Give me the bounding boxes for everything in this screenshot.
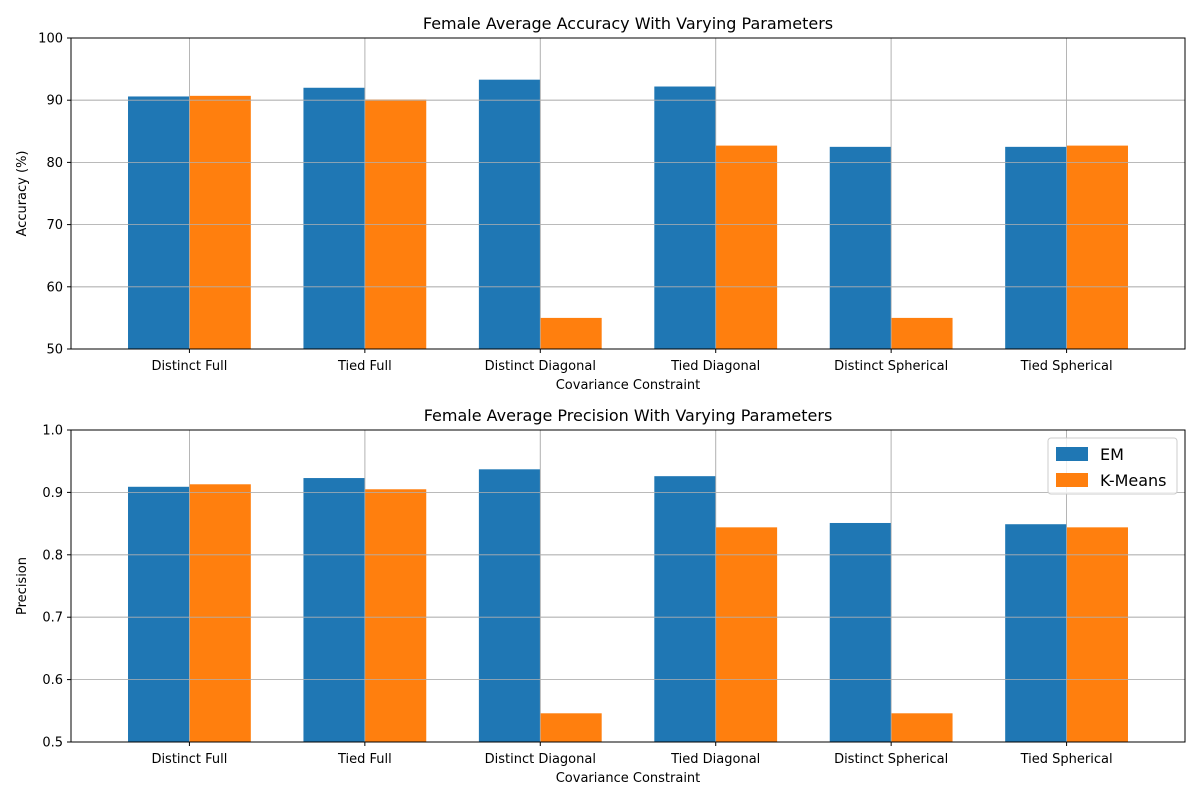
chart2-xtick-label: Distinct Spherical [834, 752, 948, 767]
chart2-xlabel: Covariance Constraint [556, 771, 701, 786]
chart2-legend-swatch [1056, 473, 1088, 487]
chart1-ylabel: Accuracy (%) [15, 151, 30, 237]
chart2-ytick-label: 1.0 [42, 424, 63, 439]
chart1-bar-em [829, 146, 892, 349]
chart2-ytick-label: 0.6 [42, 673, 63, 688]
chart1-bar-kmeans [540, 317, 602, 349]
chart2-xtick-label: Tied Spherical [1020, 752, 1113, 767]
chart1-xlabel: Covariance Constraint [556, 378, 701, 393]
chart1-bar-kmeans [1066, 145, 1128, 349]
chart1-bar-em [478, 79, 541, 349]
chart2-ytick-label: 0.5 [42, 736, 63, 751]
chart1-xtick-label: Tied Diagonal [670, 359, 760, 374]
chart2-axes-frame [70, 429, 1186, 743]
chart1-xtick-label: Distinct Diagonal [485, 359, 596, 374]
chart1-ytick-label: 90 [46, 94, 63, 109]
chart2-bar-em [303, 478, 365, 742]
chart1-axes-frame [70, 37, 1186, 350]
chart2-bar-em [478, 469, 541, 742]
chart1-bar-kmeans [189, 95, 251, 349]
chart1-ytick-label: 70 [46, 218, 63, 233]
chart1-bar-em [654, 86, 716, 350]
chart2-ytick-label: 0.8 [42, 548, 63, 563]
chart1-bar-kmeans [891, 317, 953, 349]
chart1-bar-em [1005, 146, 1067, 349]
chart1-xtick-label: Tied Full [337, 359, 392, 374]
chart2-bar-kmeans [1066, 527, 1128, 742]
chart1-xtick-label: Distinct Full [151, 359, 227, 374]
chart1-ytick-label: 100 [38, 32, 63, 47]
chart2-xtick-label: Tied Diagonal [670, 752, 760, 767]
chart2-bar-kmeans [189, 484, 251, 742]
chart2-bar-em [128, 486, 190, 742]
chart1-xtick-label: Distinct Spherical [834, 359, 948, 374]
chart1-ytick-label: 50 [46, 343, 63, 358]
chart2-legend-label: EM [1100, 445, 1124, 464]
chart2-bar-kmeans [715, 527, 778, 742]
chart1-bar-em [128, 96, 190, 349]
chart2-ytick-label: 0.9 [42, 486, 63, 501]
chart2-bar-kmeans [891, 713, 953, 742]
chart2-bar-kmeans [364, 489, 427, 742]
chart2-bar-em [654, 476, 716, 742]
chart2-legend-swatch [1056, 447, 1088, 461]
chart2-bar-em [829, 522, 892, 742]
chart2-legend-label: K-Means [1100, 471, 1167, 490]
chart2-bar-kmeans [540, 713, 602, 742]
chart2-bar-em [1005, 524, 1067, 742]
chart2-title: Female Average Precision With Varying Pa… [424, 406, 833, 425]
chart1-bar-kmeans [715, 145, 778, 349]
chart2-xtick-label: Distinct Diagonal [485, 752, 596, 767]
chart2-xtick-label: Tied Full [337, 752, 392, 767]
chart2-ytick-label: 0.7 [42, 611, 63, 626]
chart1-ytick-label: 60 [46, 280, 63, 295]
chart1-title: Female Average Accuracy With Varying Par… [423, 14, 833, 33]
chart1-bar-em [303, 87, 365, 349]
chart2-ylabel: Precision [15, 557, 30, 615]
chart1-xtick-label: Tied Spherical [1020, 359, 1113, 374]
chart1-ytick-label: 80 [46, 156, 63, 171]
chart2-xtick-label: Distinct Full [151, 752, 227, 767]
